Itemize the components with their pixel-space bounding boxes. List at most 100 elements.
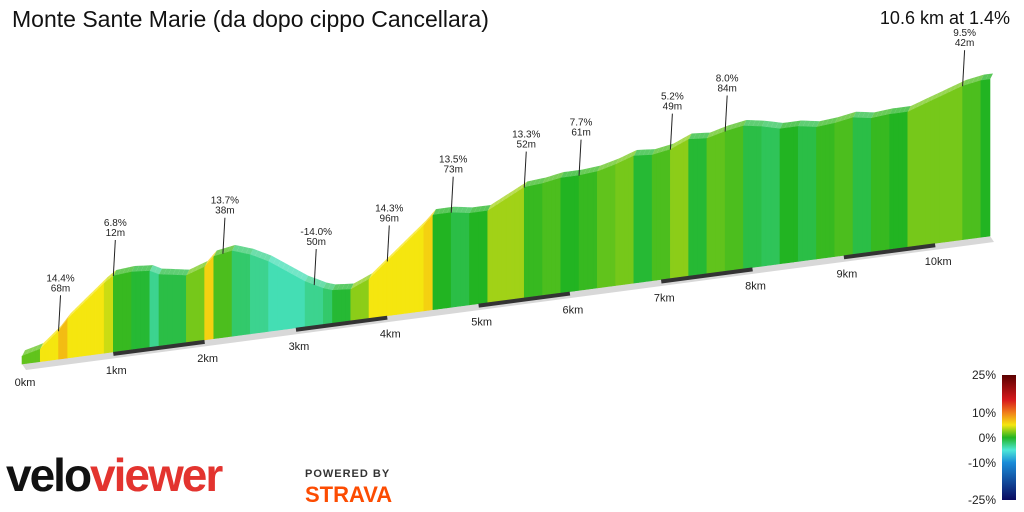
gradient-segment bbox=[418, 224, 425, 312]
profile-top-surface bbox=[916, 99, 925, 108]
profile-top-surface bbox=[419, 219, 427, 231]
gradient-segment bbox=[829, 122, 836, 258]
gradient-segment bbox=[834, 121, 840, 257]
profile-top-surface bbox=[624, 152, 633, 161]
gradient-segment bbox=[756, 126, 762, 268]
profile-top-surface bbox=[830, 117, 838, 125]
profile-top-surface bbox=[706, 130, 715, 139]
gradient-color-bar bbox=[1002, 375, 1016, 500]
gradient-segment bbox=[218, 253, 224, 339]
annotation-length: 12m bbox=[106, 228, 125, 239]
gradient-segment bbox=[587, 172, 594, 290]
gradient-segment bbox=[172, 274, 178, 345]
annotation-length: 68m bbox=[51, 283, 70, 294]
profile-top-surface bbox=[547, 174, 555, 183]
legend-tick-label: -10% bbox=[967, 455, 996, 470]
gradient-segment bbox=[323, 288, 329, 325]
profile-top-surface bbox=[556, 172, 564, 180]
gradient-segment bbox=[122, 272, 128, 352]
profile-top-surface bbox=[309, 277, 318, 286]
profile-top-surface bbox=[793, 120, 802, 128]
logo-part-velo: velo bbox=[6, 449, 92, 501]
gradient-segment bbox=[807, 126, 813, 261]
gradient-segment bbox=[628, 155, 635, 285]
profile-top-surface bbox=[674, 138, 683, 148]
gradient-segment bbox=[597, 169, 603, 289]
gradient-segment bbox=[35, 348, 41, 363]
gradient-segment bbox=[514, 189, 520, 300]
profile-top-surface bbox=[346, 283, 354, 290]
profile-top-surface bbox=[332, 284, 341, 291]
annotation-gradient: 13.3% bbox=[512, 130, 540, 141]
annotation-length: 73m bbox=[443, 165, 462, 176]
profile-top-surface bbox=[729, 122, 738, 131]
profile-top-surface bbox=[588, 166, 596, 174]
profile-top-surface bbox=[373, 264, 382, 275]
gradient-segment bbox=[857, 117, 863, 254]
profile-top-surface bbox=[725, 124, 733, 132]
gradient-segment bbox=[706, 136, 712, 274]
profile-top-surface bbox=[757, 120, 765, 127]
profile-top-surface bbox=[903, 106, 911, 113]
gradient-segment bbox=[309, 282, 315, 327]
km-tick-label: 8km bbox=[745, 280, 766, 292]
annotation-gradient: 6.8% bbox=[104, 218, 127, 229]
gradient-segment bbox=[437, 213, 443, 310]
profile-top-surface bbox=[76, 299, 85, 311]
annotation-leader bbox=[578, 139, 582, 176]
strava-logo: STRAVA bbox=[305, 482, 393, 507]
gradient-segment bbox=[386, 256, 393, 317]
gradient-segment bbox=[213, 254, 219, 339]
km-axis-band bbox=[478, 291, 571, 308]
gradient-segment bbox=[574, 175, 580, 292]
profile-top-surface bbox=[611, 158, 619, 167]
profile-top-surface bbox=[387, 250, 395, 262]
gradient-segment bbox=[775, 128, 781, 265]
profile-top-surface bbox=[834, 115, 843, 124]
profile-top-surface bbox=[35, 343, 44, 351]
profile-top-surface bbox=[177, 269, 185, 276]
gradient-segment bbox=[291, 273, 297, 329]
gradient-segment bbox=[53, 330, 59, 361]
gradient-legend bbox=[1002, 375, 1016, 500]
km-axis-band bbox=[843, 243, 936, 260]
profile-top-surface bbox=[638, 149, 646, 156]
profile-top-surface bbox=[884, 108, 893, 116]
gradient-segment bbox=[592, 171, 598, 289]
gradient-segment bbox=[729, 128, 735, 271]
gradient-segment bbox=[478, 211, 484, 304]
profile-top-surface bbox=[359, 275, 368, 285]
gradient-segment bbox=[432, 214, 438, 311]
profile-top-surface bbox=[213, 249, 222, 257]
profile-top-surface bbox=[232, 244, 240, 252]
gradient-segment bbox=[861, 117, 868, 254]
profile-top-surface bbox=[478, 205, 487, 213]
km-tick-label: 2km bbox=[197, 353, 218, 365]
gradient-segment bbox=[788, 126, 794, 263]
profile-top-surface bbox=[378, 259, 386, 271]
profile-top-surface bbox=[875, 110, 884, 118]
profile-top-surface bbox=[305, 275, 313, 284]
profile-top-surface bbox=[971, 76, 980, 84]
gradient-segment bbox=[62, 318, 68, 359]
profile-top-surface bbox=[236, 245, 245, 253]
gradient-segment bbox=[163, 274, 169, 346]
gradient-segment bbox=[400, 242, 406, 315]
gradient-segment bbox=[332, 289, 338, 324]
km-axis-band bbox=[660, 267, 753, 284]
annotation-gradient: 8.0% bbox=[716, 74, 739, 85]
gradient-segment bbox=[423, 219, 429, 312]
gradient-segment bbox=[345, 289, 352, 322]
gradient-segment bbox=[26, 352, 32, 364]
gradient-segment bbox=[966, 83, 973, 240]
profile-top-surface bbox=[620, 154, 628, 163]
gradient-segment bbox=[797, 126, 804, 262]
gradient-segment bbox=[76, 305, 82, 358]
gradient-segment bbox=[980, 79, 986, 238]
profile-top-surface bbox=[688, 133, 697, 140]
gradient-segment bbox=[460, 212, 466, 307]
profile-top-surface bbox=[63, 313, 71, 326]
profile-top-surface bbox=[528, 179, 537, 187]
profile-top-surface bbox=[341, 283, 350, 290]
profile-top-surface bbox=[163, 268, 172, 275]
